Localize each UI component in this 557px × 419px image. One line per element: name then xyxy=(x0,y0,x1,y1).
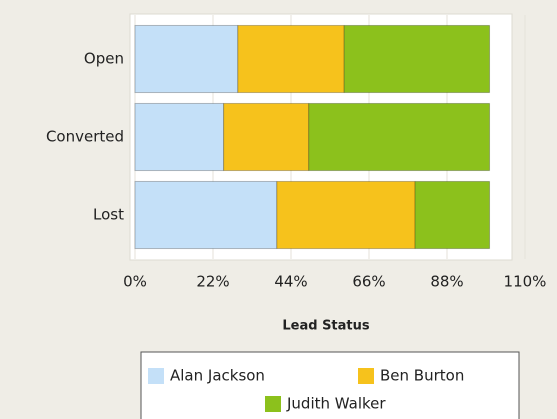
x-tick-label: 44% xyxy=(274,273,307,291)
x-tick-label: 88% xyxy=(430,273,463,291)
legend-swatch xyxy=(265,396,281,412)
legend-label: Alan Jackson xyxy=(170,367,265,385)
bar-segment xyxy=(343,24,491,94)
x-tick-label: 22% xyxy=(196,273,229,291)
bar-segment xyxy=(134,102,225,172)
bar-segment xyxy=(223,102,310,172)
x-tick-label: 0% xyxy=(123,273,147,291)
bar-segment xyxy=(134,24,239,94)
legend-swatch xyxy=(148,368,164,384)
legend-label: Judith Walker xyxy=(286,395,386,413)
x-tick-label: 110% xyxy=(504,273,547,291)
legend-swatch xyxy=(358,368,374,384)
y-tick-label: Open xyxy=(84,50,124,68)
bar-segment xyxy=(276,180,416,250)
bar-segment xyxy=(414,180,491,250)
bar-segment xyxy=(237,24,345,94)
bar-segment xyxy=(134,180,278,250)
x-tick-label: 66% xyxy=(352,273,385,291)
axis-title: Lead Status xyxy=(282,319,370,334)
y-tick-label: Lost xyxy=(93,206,124,224)
y-tick-label: Converted xyxy=(46,128,124,146)
legend-label: Ben Burton xyxy=(380,367,464,385)
bar-segment xyxy=(308,102,491,172)
legend-box xyxy=(140,351,520,419)
